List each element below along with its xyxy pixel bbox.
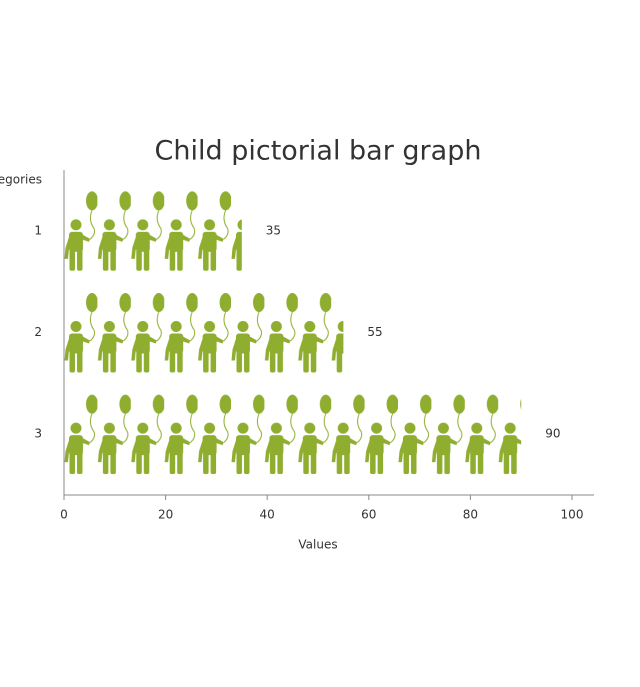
x-axis-title: Values [298,538,337,552]
x-tick-label: 100 [561,508,584,522]
bar [64,394,522,475]
value-label: 35 [266,223,281,237]
x-tick-label: 80 [463,508,478,522]
value-label: 55 [367,325,382,339]
x-tick-label: 20 [158,508,173,522]
value-label: 90 [545,427,560,441]
x-tick-label: 40 [260,508,275,522]
x-tick-label: 0 [60,508,68,522]
bar [64,190,242,271]
y-tick-label: 1 [34,223,42,237]
y-tick-label: 2 [34,325,42,339]
chart-title: Child pictorial bar graph [155,136,482,167]
x-tick-label: 60 [361,508,376,522]
bar [64,292,344,373]
y-tick-label: 3 [34,427,42,441]
y-axis-title: Categories [0,173,42,187]
